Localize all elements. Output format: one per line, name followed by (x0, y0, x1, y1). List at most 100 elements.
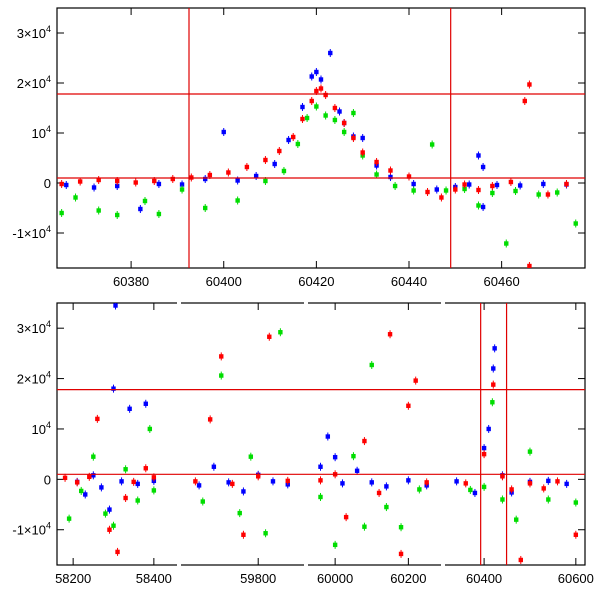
data-point (96, 208, 101, 213)
data-point (527, 449, 533, 454)
data-point (64, 182, 69, 188)
data-point (424, 480, 429, 485)
data-point (281, 168, 287, 174)
x-tick-label: 58200 (55, 571, 91, 586)
data-point (462, 182, 467, 187)
data-point (462, 186, 467, 192)
data-point (95, 416, 100, 422)
y-tick-label: 0 (44, 176, 51, 191)
data-point (300, 116, 305, 122)
data-point (500, 474, 505, 479)
data-point (267, 334, 272, 339)
data-point (454, 479, 459, 484)
data-point (203, 176, 208, 182)
data-point (491, 382, 496, 387)
data-point (211, 464, 217, 469)
data-point (83, 492, 88, 497)
data-point (332, 105, 338, 111)
data-point (300, 104, 305, 110)
data-point (555, 190, 560, 195)
data-point (508, 179, 514, 185)
data-point (156, 211, 162, 217)
data-point (374, 172, 379, 177)
data-point (406, 403, 411, 408)
data-point (351, 135, 356, 141)
data-point (411, 188, 416, 193)
data-point (74, 480, 80, 485)
data-point (514, 517, 519, 522)
data-point (221, 129, 226, 135)
data-point (486, 426, 491, 432)
data-point (351, 110, 356, 116)
data-point (453, 187, 458, 192)
data-point (107, 527, 112, 532)
data-point (388, 168, 393, 173)
data-point (295, 141, 301, 147)
data-point (374, 159, 379, 165)
data-point (425, 189, 430, 195)
y-tick-label: 2×104 (17, 370, 51, 387)
data-point (127, 406, 132, 412)
data-point (138, 206, 143, 212)
data-point (318, 478, 323, 483)
data-point (513, 188, 518, 194)
data-point (413, 378, 418, 383)
data-point (360, 135, 365, 141)
data-point (179, 182, 185, 187)
data-point (536, 192, 541, 197)
data-point (270, 479, 276, 484)
data-point (318, 86, 324, 91)
data-point (573, 221, 578, 226)
data-point (314, 69, 319, 75)
data-point (555, 479, 560, 484)
data-point (304, 115, 310, 121)
data-point (332, 454, 338, 460)
data-point (490, 183, 495, 189)
data-point (207, 417, 213, 422)
data-point (309, 74, 314, 79)
data-point (406, 478, 411, 483)
data-point (196, 483, 202, 488)
data-point (73, 195, 78, 200)
data-point (398, 525, 404, 530)
data-point (494, 182, 500, 188)
data-point (388, 174, 393, 180)
data-point (517, 183, 523, 188)
data-point (492, 346, 497, 351)
data-point (226, 480, 231, 485)
data-point (193, 479, 198, 484)
data-point (241, 532, 246, 537)
data-point (546, 497, 551, 502)
data-point (476, 153, 481, 158)
data-layer (57, 303, 585, 565)
data-point (527, 82, 532, 87)
data-point (332, 117, 338, 123)
data-point (476, 203, 481, 208)
y-tick-label: -1×104 (12, 521, 51, 538)
data-point (369, 480, 374, 485)
data-point (152, 178, 157, 184)
data-point (291, 134, 296, 140)
y-tick-label: 3×104 (17, 319, 51, 336)
data-point (573, 532, 579, 537)
y-tick-label: 104 (32, 124, 51, 141)
data-point (337, 109, 342, 114)
data-point (314, 88, 319, 94)
data-point (241, 489, 246, 494)
data-point (411, 181, 416, 187)
data-point (354, 468, 360, 473)
data-point (509, 487, 514, 492)
data-point (133, 180, 138, 185)
data-point (59, 210, 64, 216)
y-tick-label: -1×104 (12, 224, 51, 241)
bottom-panel: 3×104 2×104 104 0 -1×104 58200 58400 59800 60000… (12, 302, 594, 586)
data-point (527, 481, 533, 486)
y-tick-label: 104 (32, 420, 51, 437)
data-point (490, 400, 495, 405)
data-point (481, 451, 487, 457)
data-point (573, 500, 579, 505)
data-point (522, 98, 527, 104)
data-point (156, 181, 162, 187)
data-point (272, 161, 277, 167)
data-point (434, 187, 439, 192)
